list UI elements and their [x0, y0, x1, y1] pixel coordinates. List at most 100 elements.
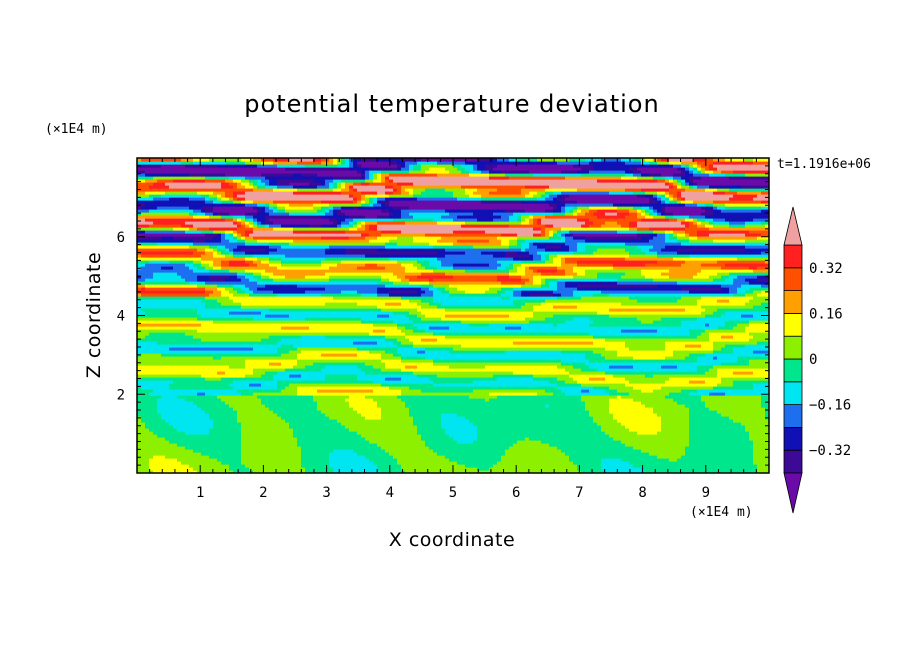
- field-cell: [693, 458, 698, 462]
- field-cell: [709, 461, 714, 465]
- field-cell: [693, 461, 698, 465]
- field-cell: [369, 464, 374, 468]
- field-cell: [541, 449, 546, 453]
- field-cell: [733, 449, 738, 453]
- field-cell: [377, 467, 382, 471]
- field-cell: [665, 452, 670, 456]
- field-cell: [545, 449, 550, 453]
- field-cell: [377, 464, 382, 468]
- field-cell: [329, 464, 334, 468]
- field-cell: [233, 458, 238, 462]
- field-cell: [237, 470, 242, 473]
- field-cell: [189, 461, 194, 465]
- field-cell: [313, 461, 318, 465]
- field-cell: [721, 455, 726, 459]
- field-cell: [585, 455, 590, 459]
- field-cell: [697, 455, 702, 459]
- field-cell: [661, 449, 666, 453]
- field-cell: [377, 455, 382, 459]
- field-cell: [245, 449, 250, 453]
- field-cell: [677, 467, 682, 471]
- field-cell: [541, 470, 546, 473]
- field-cell: [537, 458, 542, 462]
- field-cell: [637, 464, 642, 468]
- field-cell: [549, 461, 554, 465]
- field-cell: [593, 452, 598, 456]
- field-cell: [713, 455, 718, 459]
- field-cell: [525, 458, 530, 462]
- field-cell: [249, 464, 254, 468]
- field-cell: [757, 449, 762, 453]
- field-cell: [617, 470, 622, 473]
- field-cell: [465, 449, 470, 453]
- field-cell: [765, 467, 769, 471]
- field-cell: [633, 461, 638, 465]
- field-cell: [317, 449, 322, 453]
- field-cell: [201, 449, 206, 453]
- field-cell: [617, 464, 622, 468]
- field-cell: [193, 446, 198, 450]
- field-cell: [609, 464, 614, 468]
- field-cell: [249, 452, 254, 456]
- field-cell: [629, 449, 634, 453]
- field-cell: [749, 461, 754, 465]
- field-cell: [533, 464, 538, 468]
- field-cell: [217, 467, 222, 471]
- field-cell: [369, 470, 374, 473]
- field-cell: [381, 455, 386, 459]
- field-cell: [325, 458, 330, 462]
- field-cell: [701, 461, 706, 465]
- field-cell: [289, 470, 294, 473]
- field-cell: [501, 464, 506, 468]
- field-cell: [149, 467, 154, 471]
- field-cell: [689, 458, 694, 462]
- field-cell: [657, 449, 662, 453]
- field-cell: [241, 461, 246, 465]
- field-cell: [529, 470, 534, 473]
- field-cell: [717, 455, 722, 459]
- field-cell: [353, 464, 358, 468]
- field-cell: [753, 461, 758, 465]
- field-cell: [341, 455, 346, 459]
- field-cell: [641, 467, 646, 471]
- field-cell: [601, 461, 606, 465]
- field-cell: [445, 452, 450, 456]
- field-cell: [213, 467, 218, 471]
- field-cell: [601, 449, 606, 453]
- field-cell: [569, 449, 574, 453]
- field-cell: [313, 449, 318, 453]
- field-cell: [345, 461, 350, 465]
- field-cell: [349, 449, 354, 453]
- field-cell: [417, 464, 422, 468]
- field-cell: [513, 449, 518, 453]
- field-cell: [269, 452, 274, 456]
- field-cell: [525, 449, 530, 453]
- field-cell: [181, 458, 186, 462]
- field-cell: [265, 464, 270, 468]
- field-cell: [577, 449, 582, 453]
- field-cell: [321, 470, 326, 473]
- field-cell: [209, 455, 214, 459]
- field-cell: [165, 449, 170, 453]
- field-cell: [429, 464, 434, 468]
- field-cell: [405, 452, 410, 456]
- field-cell: [613, 449, 618, 453]
- field-cell: [229, 464, 234, 468]
- field-cell: [601, 458, 606, 462]
- field-cell: [237, 467, 242, 471]
- field-cell: [177, 464, 182, 468]
- field-cell: [213, 461, 218, 465]
- field-cell: [753, 452, 758, 456]
- field-cell: [649, 467, 654, 471]
- field-cell: [329, 467, 334, 471]
- field-cell: [393, 461, 398, 465]
- field-cell: [725, 452, 730, 456]
- field-cell: [469, 461, 474, 465]
- field-cell: [473, 467, 478, 471]
- field-cell: [513, 458, 518, 462]
- field-cell: [545, 464, 550, 468]
- field-cell: [697, 452, 702, 456]
- field-cell: [513, 461, 518, 465]
- field-cell: [165, 464, 170, 468]
- field-cell: [737, 458, 742, 462]
